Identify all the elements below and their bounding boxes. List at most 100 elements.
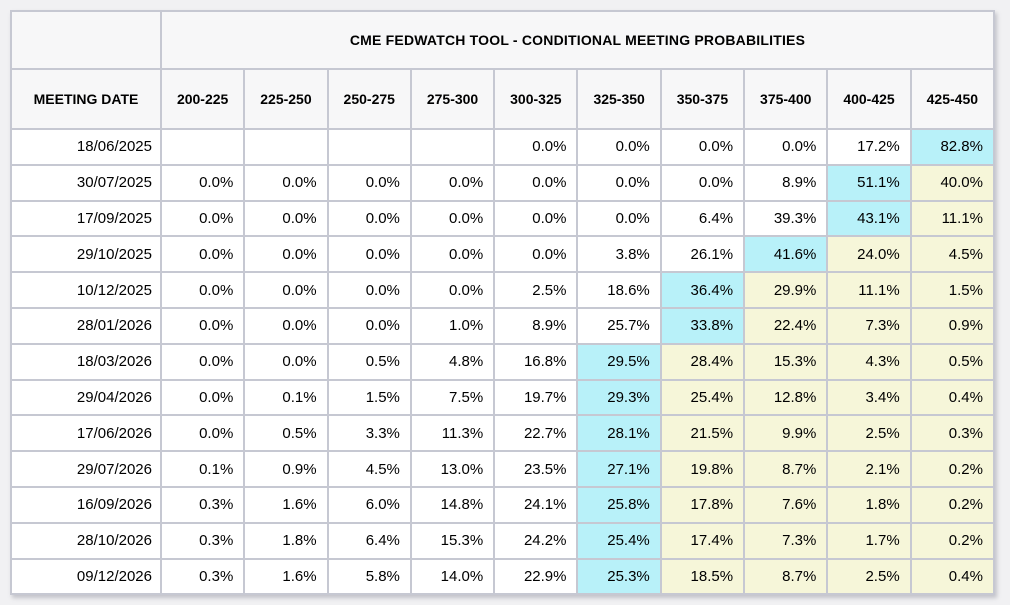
probability-cell: 4.3% [826,342,912,381]
probability-cell: 51.1% [826,163,912,202]
probability-cell: 0.0% [576,128,662,166]
probability-cell: 7.6% [743,485,829,524]
probability-cell: 1.8% [826,485,912,524]
rate-bin-header: 225-250 [243,68,329,130]
probability-cell: 0.9% [909,306,996,345]
meeting-date-cell: 18/06/2025 [10,128,162,166]
table-row: 17/06/2026 0.0% 0.5% 3.3% 11.3% 22.7% 28.1% 21.… [10,414,996,453]
probability-cell: 0.2% [909,521,996,560]
rate-bin-header: 300-325 [493,68,579,130]
probability-cell: 1.8% [243,521,329,560]
probability-cell: 17.2% [826,128,912,166]
probability-cell: 0.0% [326,199,412,238]
probability-cell: 1.5% [326,378,412,417]
probability-cell: 27.1% [576,450,662,488]
meeting-date-cell: 16/09/2026 [10,485,162,524]
probability-cell: 0.0% [243,199,329,238]
probability-cell: 29.5% [576,342,662,381]
probability-cell: 1.6% [243,485,329,524]
probability-cell: 43.1% [826,199,912,238]
probability-cell: 16.8% [493,342,579,381]
probability-cell: 41.6% [743,235,829,274]
probability-cell: 18.6% [576,271,662,309]
probability-cell: 0.5% [326,342,412,381]
probability-cell: 0.0% [159,271,246,309]
probability-cell: 0.0% [326,306,412,345]
probability-cell: 25.4% [659,378,746,417]
probability-cell: 3.3% [326,414,412,453]
probability-cell: 1.0% [409,306,496,345]
probability-cell: 25.4% [576,521,662,560]
probability-cell: 0.0% [743,128,829,166]
meeting-date-cell: 09/12/2026 [10,557,162,596]
probability-cell: 0.5% [909,342,996,381]
table-row: 28/10/2026 0.3% 1.8% 6.4% 15.3% 24.2% 25.4% 17.… [10,521,996,560]
table-row: 29/10/2025 0.0% 0.0% 0.0% 0.0% 0.0% 3.8% 26.1% 4… [10,235,996,274]
meeting-date-cell: 29/04/2026 [10,378,162,417]
probability-cell: 26.1% [659,235,746,274]
probability-cell: 8.7% [743,450,829,488]
probability-cell: 0.3% [159,485,246,524]
rate-bin-header: 200-225 [159,68,246,130]
probability-cell: 0.4% [909,557,996,596]
probability-cell: 17.4% [659,521,746,560]
probability-cell: 8.9% [493,306,579,345]
rate-bin-header: 375-400 [743,68,829,130]
meeting-date-cell: 30/07/2025 [10,163,162,202]
probability-cell: 23.5% [493,450,579,488]
probability-cell: 22.4% [743,306,829,345]
probability-cell: 4.8% [409,342,496,381]
probability-cell: 0.2% [909,485,996,524]
probability-cell: 0.0% [326,235,412,274]
probability-cell: 0.3% [909,414,996,453]
probability-cell: 4.5% [326,450,412,488]
probability-cell: 0.0% [159,342,246,381]
probability-cell: 0.0% [326,271,412,309]
probability-cell: 15.3% [409,521,496,560]
table-row: 10/12/2025 0.0% 0.0% 0.0% 0.0% 2.5% 18.6% 36.4%… [10,271,996,309]
meeting-date-cell: 10/12/2025 [10,271,162,309]
probability-cell: 0.0% [159,414,246,453]
probability-cell: 1.6% [243,557,329,596]
probability-cell: 0.0% [576,163,662,202]
probability-cell: 2.1% [826,450,912,488]
probability-cell: 6.4% [659,199,746,238]
rate-bin-header: 400-425 [826,68,912,130]
probability-cell: 0.2% [909,450,996,488]
table-title: CME FEDWATCH TOOL - CONDITIONAL MEETING … [160,10,995,70]
probability-cell: 0.0% [493,128,579,166]
probability-cell: 25.8% [576,485,662,524]
meeting-date-cell: 28/01/2026 [10,306,162,345]
probability-cell: 29.9% [743,271,829,309]
probability-cell: 11.3% [409,414,496,453]
meeting-date-cell: 17/09/2025 [10,199,162,238]
probability-cell [409,128,496,166]
probability-cell: 0.3% [159,557,246,596]
probability-cell: 7.5% [409,378,496,417]
probability-cell: 12.8% [743,378,829,417]
table-row: 30/07/2025 0.0% 0.0% 0.0% 0.0% 0.0% 0.0% 0.0% 8.… [10,163,996,202]
probability-cell: 28.1% [576,414,662,453]
probability-cell: 14.8% [409,485,496,524]
corner-cell [10,10,162,70]
probability-cell: 3.8% [576,235,662,274]
meeting-date-cell: 29/07/2026 [10,450,162,488]
table-row: 16/09/2026 0.3% 1.6% 6.0% 14.8% 24.1% 25.8% 17.… [10,485,996,524]
probability-cell: 6.0% [326,485,412,524]
probability-cell: 0.4% [909,378,996,417]
probability-cell: 4.5% [909,235,996,274]
probability-cell: 0.0% [493,199,579,238]
probability-cell: 0.3% [159,521,246,560]
probability-cell: 2.5% [826,557,912,596]
table-row: 29/04/2026 0.0% 0.1% 1.5% 7.5% 19.7% 29.3% 25.4… [10,378,996,417]
probability-cell: 82.8% [909,128,996,166]
probability-cell: 0.0% [409,163,496,202]
probability-cell: 13.0% [409,450,496,488]
probability-cell: 17.8% [659,485,746,524]
probability-cell: 24.1% [493,485,579,524]
probability-cell: 0.0% [243,235,329,274]
probability-cell: 0.0% [409,199,496,238]
probability-cell: 29.3% [576,378,662,417]
probability-cell: 0.1% [159,450,246,488]
probability-cell: 0.0% [243,306,329,345]
